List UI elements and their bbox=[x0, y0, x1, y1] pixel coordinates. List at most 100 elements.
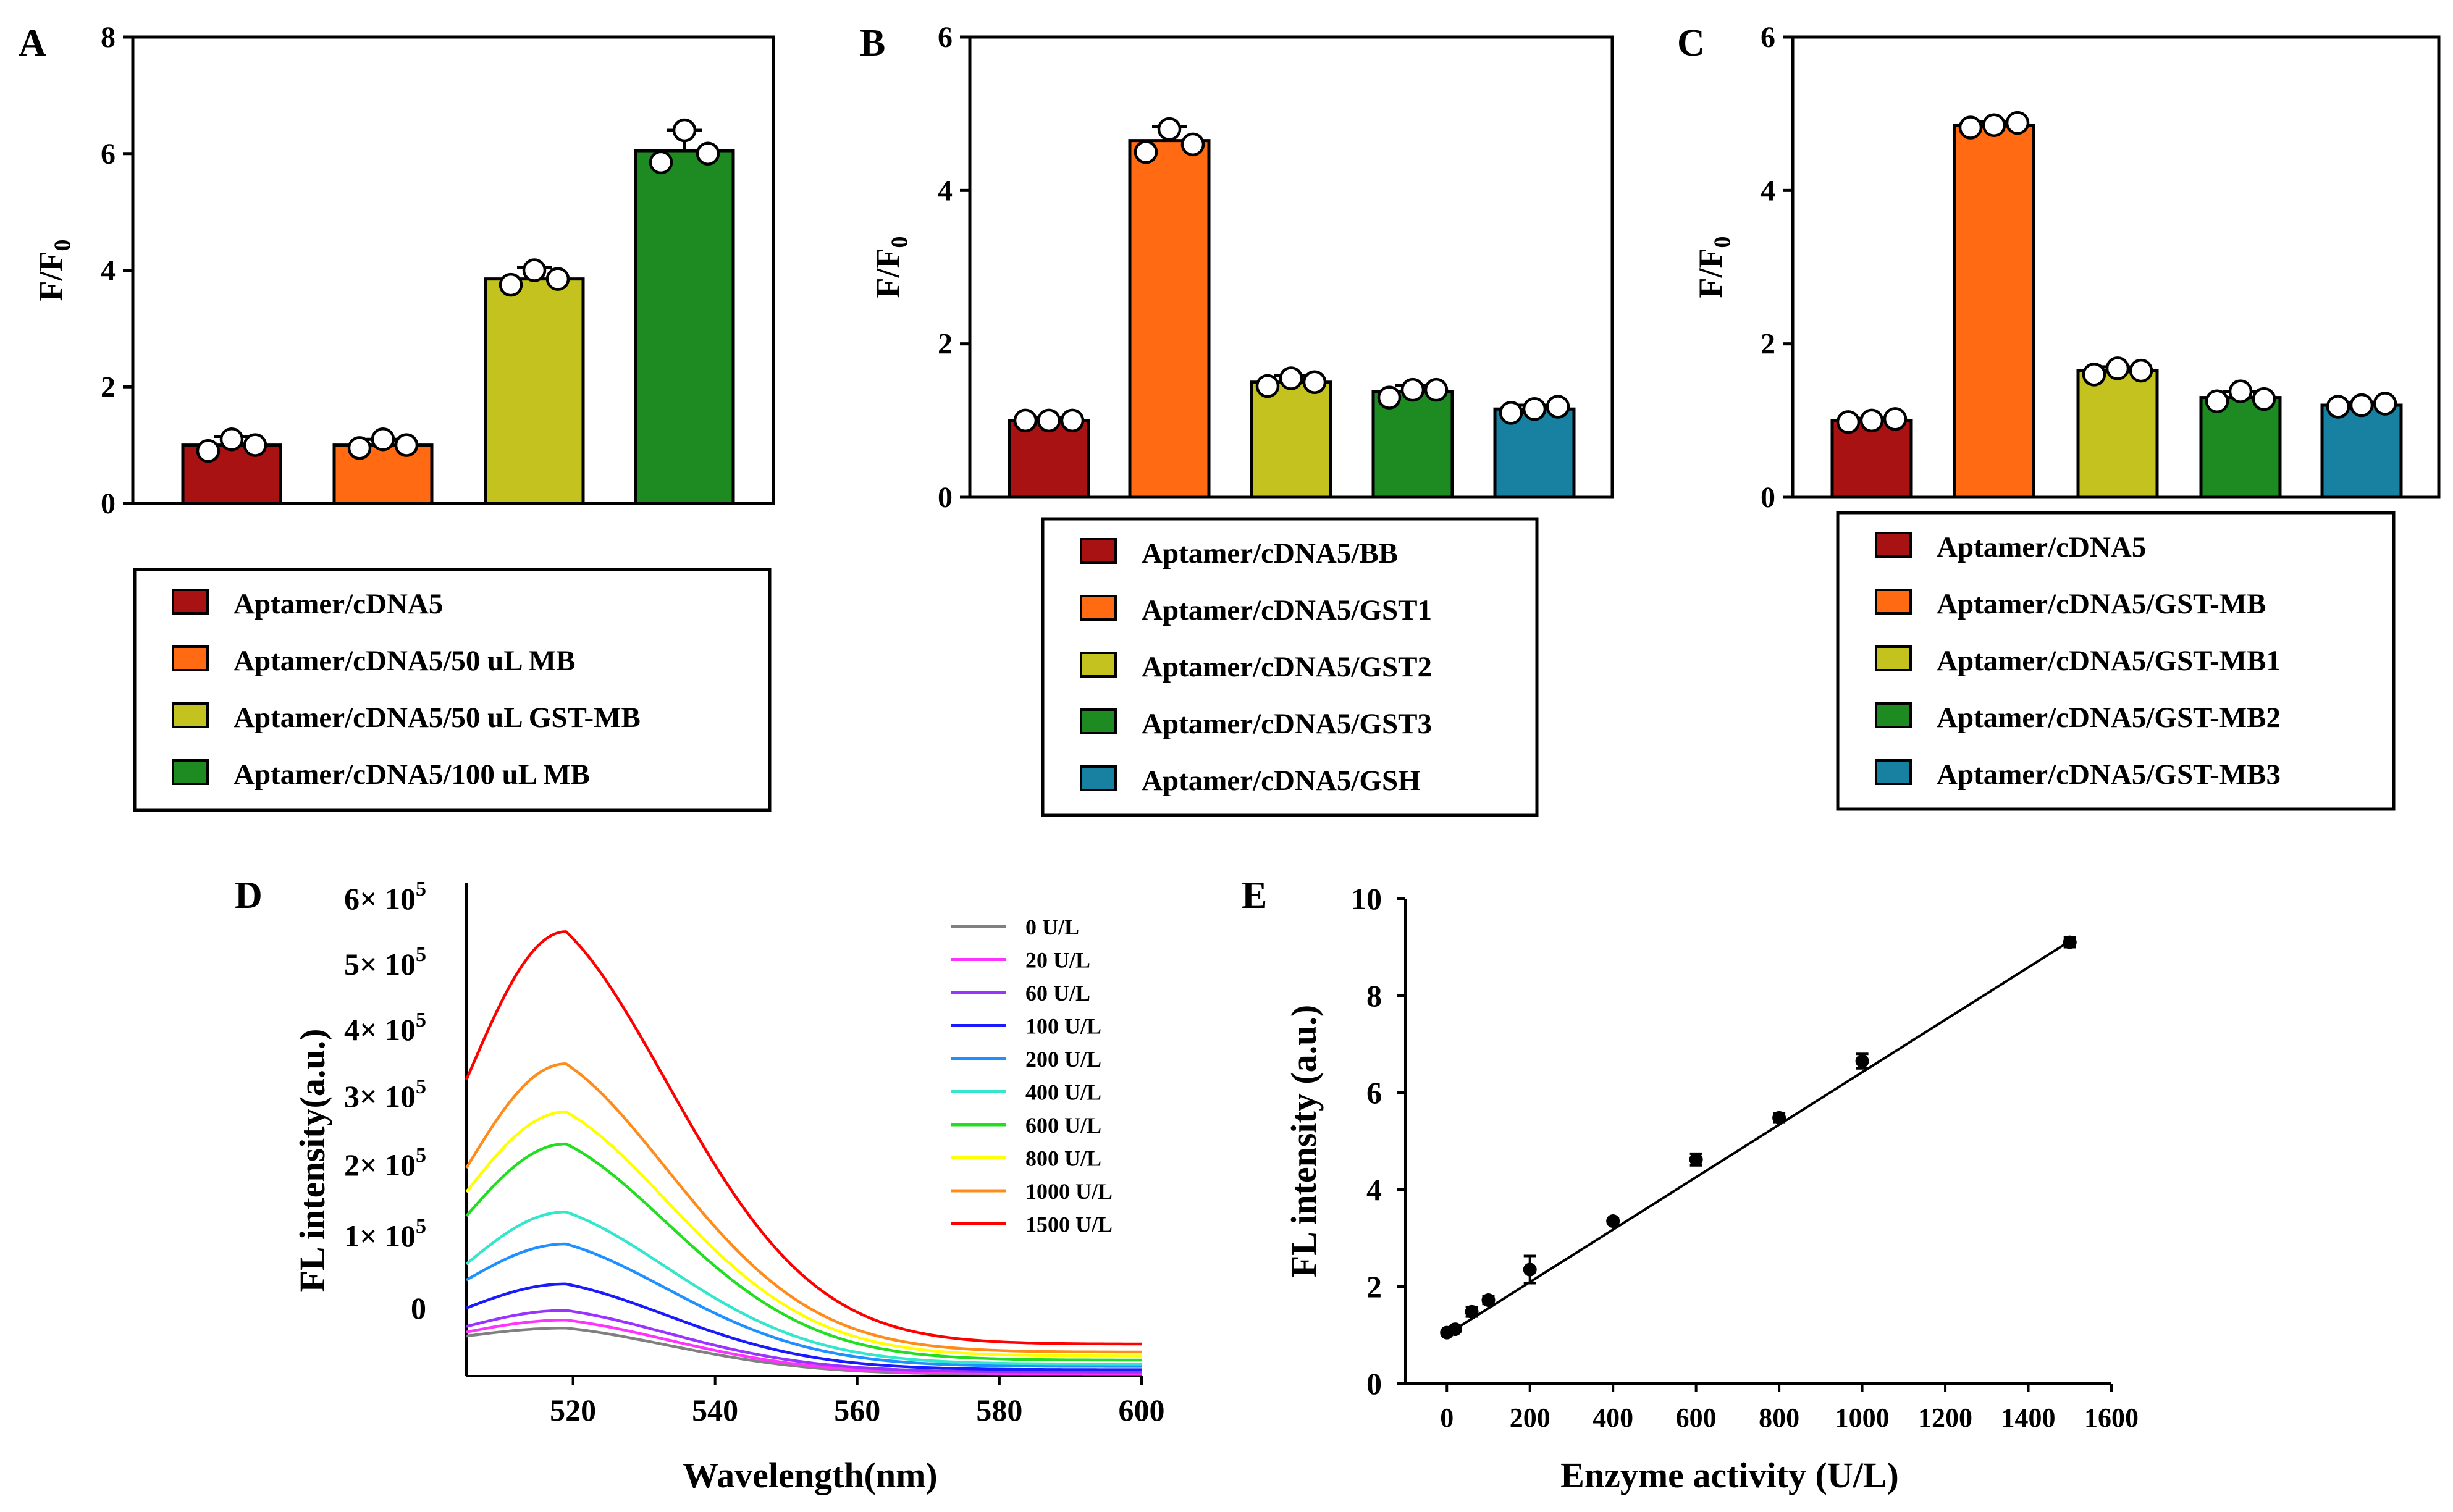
data-point bbox=[499, 272, 523, 297]
y-axis-label: FL intensity (a.u.) bbox=[1284, 1005, 1324, 1278]
y-tick-label: 8 bbox=[101, 21, 116, 54]
y-tick-label: 4 bbox=[101, 254, 116, 287]
legend-label: Aptamer/cDNA5/GST-MB1 bbox=[1937, 645, 2281, 677]
x-tick-label: 800 bbox=[1759, 1403, 1799, 1433]
spectrum-line bbox=[465, 930, 1142, 1346]
x-tick-label: 1600 bbox=[2084, 1403, 2139, 1433]
x-axis-label: Wavelength(nm) bbox=[683, 1455, 937, 1495]
fit-line bbox=[1446, 939, 2071, 1336]
data-point bbox=[1546, 395, 1570, 419]
data-point bbox=[196, 439, 221, 463]
x-tick-label: 560 bbox=[834, 1393, 880, 1427]
legend-label: Aptamer/cDNA5/50 uL GST-MB bbox=[234, 702, 641, 734]
x-tick-label: 0 bbox=[1440, 1403, 1454, 1433]
bar bbox=[1250, 380, 1332, 499]
data-point bbox=[1134, 140, 1158, 164]
data-point bbox=[2105, 356, 2130, 380]
data-point bbox=[1958, 116, 1983, 140]
bar bbox=[1128, 139, 1211, 499]
x-tick-label: 520 bbox=[550, 1393, 596, 1427]
bar bbox=[1008, 419, 1090, 499]
y-tick-label: 0 bbox=[938, 481, 953, 514]
legend-label: Aptamer/cDNA5/GST-MB3 bbox=[1937, 758, 2281, 791]
data-point bbox=[243, 433, 267, 457]
legend-label: Aptamer/cDNA5 bbox=[1937, 531, 2146, 563]
data-point bbox=[2326, 395, 2350, 419]
data-point bbox=[1522, 397, 1547, 421]
data-point bbox=[672, 118, 697, 143]
y-tick-label: 6 bbox=[1761, 21, 1775, 54]
legend-swatch bbox=[172, 702, 209, 728]
legend-swatch bbox=[1875, 589, 1912, 615]
bar bbox=[2199, 396, 2282, 499]
data-point bbox=[1255, 374, 1280, 398]
legend-label: Aptamer/cDNA5 bbox=[234, 588, 443, 620]
legend-label: 400 U/L bbox=[1025, 1080, 1101, 1105]
bar bbox=[2076, 369, 2159, 499]
panel-d-spectra-chart: 520 540 560 580 600 6× 105 5× 105 4× 105 3× 105 2… bbox=[292, 878, 1165, 1495]
spectrum-line bbox=[465, 1110, 1142, 1358]
panel-c-bar-chart: 0 2 4 6 F/F0 Aptamer/cDNA5 Aptamer/cDNA5/GST-M… bbox=[1692, 21, 2441, 811]
data-point bbox=[1037, 408, 1061, 433]
legend-swatch bbox=[1080, 595, 1117, 621]
data-point bbox=[1013, 408, 1038, 433]
data-point bbox=[2129, 358, 2153, 383]
legend-swatch bbox=[172, 759, 209, 785]
data-point bbox=[1689, 1153, 1703, 1167]
legend-label: Aptamer/cDNA5/GST-MB bbox=[1937, 588, 2266, 620]
data-point bbox=[2228, 379, 2253, 403]
legend-label: 200 U/L bbox=[1025, 1047, 1101, 1072]
y-tick-label: 6× 105 bbox=[344, 878, 426, 916]
panel-b-bar-chart: 0 2 4 6 F/F0 Aptamer/cDNA5/BB Aptamer/cDNA5/GS… bbox=[869, 21, 1614, 817]
x-tick-label: 1200 bbox=[1918, 1403, 1972, 1433]
data-point bbox=[2373, 392, 2397, 416]
y-tick-label: 5× 105 bbox=[344, 943, 426, 981]
data-point bbox=[1180, 132, 1205, 157]
y-tick-label: 0 bbox=[1761, 481, 1775, 514]
legend-label: Aptamer/cDNA5/GST2 bbox=[1142, 651, 1432, 683]
y-tick-label: 10 bbox=[1351, 881, 1382, 916]
data-point bbox=[1499, 401, 1523, 425]
y-tick-label: 2 bbox=[938, 328, 953, 361]
y-axis-label: F/F0 bbox=[32, 240, 76, 301]
spectrum-line bbox=[465, 1142, 1142, 1362]
x-tick-label: 580 bbox=[976, 1393, 1022, 1427]
panel-label-e: E bbox=[1242, 875, 1267, 917]
y-tick-label: 4 bbox=[1761, 174, 1775, 207]
bar bbox=[332, 443, 434, 505]
legend-label: Aptamer/cDNA5/50 uL MB bbox=[234, 645, 576, 677]
data-point bbox=[219, 427, 244, 452]
bar bbox=[634, 149, 735, 505]
data-point bbox=[1836, 410, 1861, 434]
data-point bbox=[2349, 393, 2374, 418]
data-point bbox=[545, 267, 570, 291]
legend-swatch bbox=[1875, 645, 1912, 671]
data-point bbox=[1377, 385, 1402, 410]
spectrum-line bbox=[465, 1062, 1142, 1354]
legend-label: Aptamer/cDNA5/GST3 bbox=[1142, 708, 1432, 740]
legend-label: 1000 U/L bbox=[1025, 1179, 1113, 1204]
x-tick-label: 400 bbox=[1593, 1403, 1633, 1433]
data-point bbox=[394, 433, 419, 457]
panel-label-b: B bbox=[860, 22, 885, 64]
y-tick-label: 0 bbox=[411, 1291, 426, 1325]
y-tick-label: 2 bbox=[1761, 328, 1775, 361]
spectrum-line bbox=[465, 1210, 1142, 1366]
data-point bbox=[1606, 1214, 1620, 1228]
y-tick-label: 4× 105 bbox=[344, 1009, 426, 1047]
y-tick-label: 8 bbox=[1366, 978, 1382, 1013]
legend-box bbox=[1836, 511, 2396, 811]
data-point bbox=[1424, 377, 1449, 402]
data-point bbox=[1481, 1293, 1496, 1307]
x-tick-label: 200 bbox=[1510, 1403, 1550, 1433]
y-axis-label: F/F0 bbox=[1692, 237, 1736, 298]
legend-label: 60 U/L bbox=[1025, 981, 1090, 1006]
legend-swatch bbox=[1080, 652, 1117, 678]
data-point bbox=[347, 436, 372, 460]
bar bbox=[2320, 403, 2403, 499]
y-tick-label: 3× 105 bbox=[344, 1075, 426, 1114]
legend-label: Aptamer/cDNA5/GST-MB2 bbox=[1937, 702, 2281, 734]
data-point bbox=[371, 427, 395, 452]
y-tick-label: 6 bbox=[101, 138, 116, 170]
